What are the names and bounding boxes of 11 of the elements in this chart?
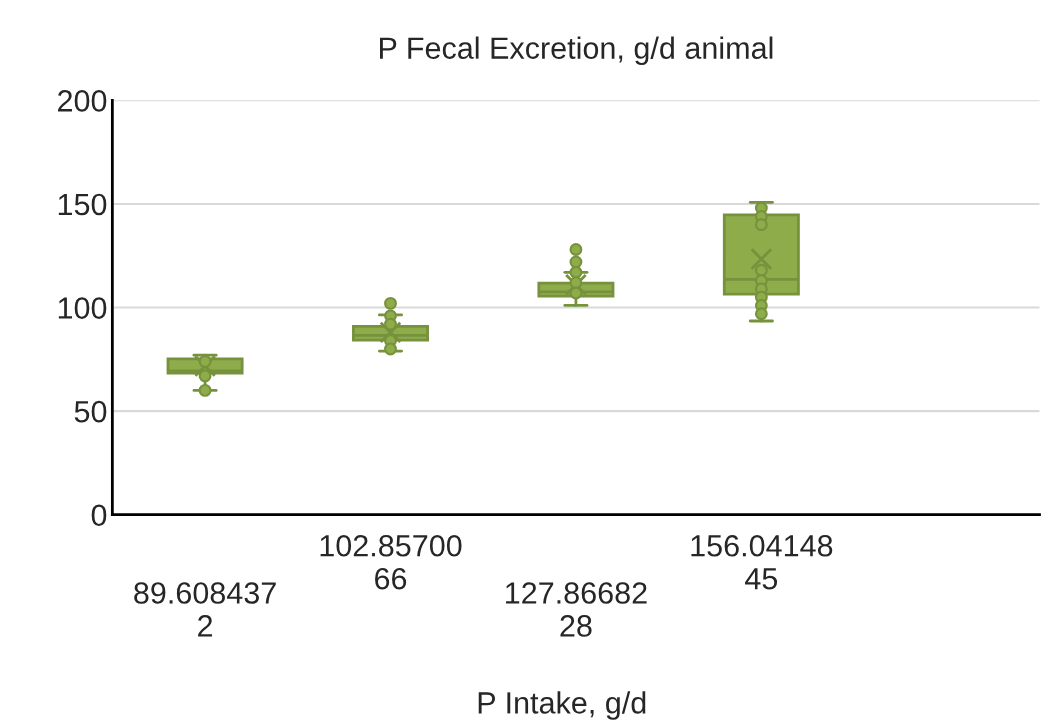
x-axis-title: P Intake, g/d xyxy=(478,691,646,720)
x-tick-label: 156.0414845 xyxy=(691,534,833,590)
x-tick-label: 102.8570066 xyxy=(320,534,462,590)
x-tick-label: 127.8668228 xyxy=(506,582,647,637)
x-tick-label: 89.6084372 xyxy=(134,582,276,637)
y-tick-label: 100 xyxy=(58,297,107,319)
y-tick-label: 0 xyxy=(91,504,107,527)
y-tick-label: 200 xyxy=(58,90,107,112)
y-tick-label: 50 xyxy=(74,400,107,423)
chart-title: P Fecal Excretion, g/d animal xyxy=(380,36,773,65)
y-tick-label: 150 xyxy=(58,193,107,216)
